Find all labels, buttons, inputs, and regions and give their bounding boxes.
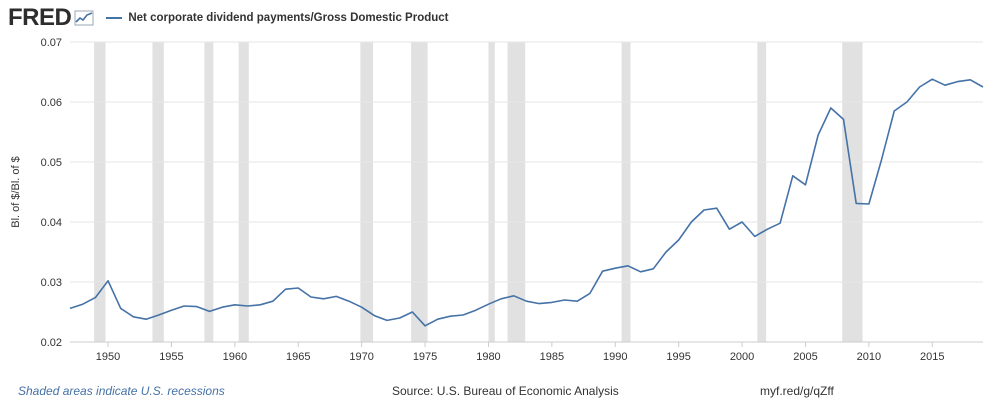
y-tick-label: 0.03 xyxy=(41,277,62,289)
legend-line-swatch xyxy=(106,17,123,19)
fred-logo[interactable]: FRED xyxy=(8,4,94,32)
x-tick-label: 1955 xyxy=(159,351,183,363)
x-tick-label: 1985 xyxy=(540,351,564,363)
x-tick-label: 1995 xyxy=(666,351,690,363)
y-tick-labels: 0.02 0.03 0.04 0.05 0.06 0.07 xyxy=(41,37,62,349)
recession-band xyxy=(621,42,631,342)
legend-series-label: Net corporate dividend payments/Gross Do… xyxy=(128,12,449,24)
x-tick-label: 2000 xyxy=(730,351,754,363)
short-url-link[interactable]: myf.red/g/qZff xyxy=(760,384,834,398)
recession-band xyxy=(94,42,106,342)
legend: Net corporate dividend payments/Gross Do… xyxy=(106,12,449,24)
series-layer xyxy=(69,78,984,327)
y-tick-label: 0.05 xyxy=(41,157,62,169)
grid-lines xyxy=(70,41,983,343)
y-tick-label: 0.06 xyxy=(41,97,62,109)
x-tick-label: 1980 xyxy=(476,351,500,363)
x-tick-label: 2015 xyxy=(920,351,944,363)
x-tick-label: 1990 xyxy=(603,351,627,363)
recession-band xyxy=(360,42,374,342)
x-tick-label: 1970 xyxy=(349,351,373,363)
y-tick-label: 0.07 xyxy=(41,37,62,49)
fred-chart-icon xyxy=(74,10,94,26)
y-axis-label: Bl. of $/Bl. of $ xyxy=(10,156,22,228)
recession-band xyxy=(411,42,428,342)
x-tick-label: 1960 xyxy=(223,351,247,363)
source-note: Source: U.S. Bureau of Economic Analysis xyxy=(392,384,619,398)
x-tick-label: 1950 xyxy=(96,351,120,363)
recession-band xyxy=(842,42,863,342)
recession-band xyxy=(488,42,495,342)
y-tick-label: 0.04 xyxy=(41,217,62,229)
x-tick-label: 2005 xyxy=(793,351,817,363)
recession-band xyxy=(238,42,249,342)
recession-band xyxy=(152,42,164,342)
recessions-note[interactable]: Shaded areas indicate U.S. recessions xyxy=(18,384,225,398)
x-tick-label: 2010 xyxy=(857,351,881,363)
recession-bands xyxy=(94,42,863,342)
chart-header: FRED Net corporate dividend payments/Gro… xyxy=(8,4,449,32)
recession-band xyxy=(204,42,214,342)
recession-band xyxy=(757,42,767,342)
x-tick-label: 1975 xyxy=(413,351,437,363)
x-tick-labels: 1950 1955 1960 1965 1970 1975 1980 1985 1990 1995… xyxy=(96,342,945,363)
fred-logo-text: FRED xyxy=(8,4,72,31)
recession-band xyxy=(507,42,526,342)
x-tick-label: 1965 xyxy=(286,351,310,363)
y-tick-label: 0.02 xyxy=(41,337,62,349)
